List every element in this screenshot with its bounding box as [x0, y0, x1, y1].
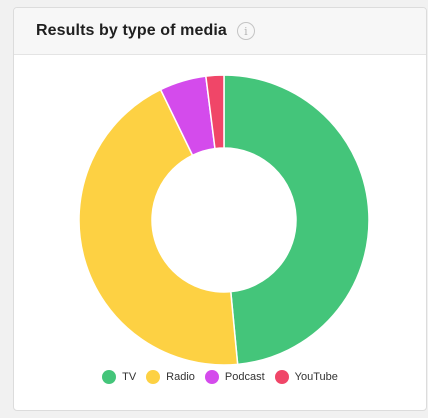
legend-swatch	[146, 370, 161, 384]
donut-chart	[78, 74, 370, 366]
legend-item-radio[interactable]: Radio	[146, 370, 195, 384]
legend-swatch	[204, 370, 219, 384]
legend-label: TV	[122, 371, 137, 383]
media-results-card: Results by type of media i TV Radio Podcas…	[13, 7, 427, 411]
legend-item-tv[interactable]: TV	[102, 370, 136, 384]
chart-legend: TV Radio Podcast YouTube	[14, 370, 426, 384]
legend-label: Radio	[166, 371, 195, 383]
legend-item-podcast[interactable]: Podcast	[204, 370, 265, 384]
slice-tv[interactable]	[223, 74, 370, 366]
slice-youtube[interactable]	[204, 74, 225, 150]
legend-label: YouTube	[294, 371, 338, 383]
legend-label: Podcast	[224, 371, 265, 383]
card-header: Results by type of media i	[14, 8, 426, 55]
slice-radio[interactable]	[78, 88, 239, 366]
legend-swatch	[102, 370, 117, 384]
info-icon[interactable]: i	[236, 22, 255, 40]
card-title: Results by type of media	[36, 22, 227, 39]
legend-swatch	[274, 370, 289, 384]
legend-item-youtube[interactable]: YouTube	[274, 370, 338, 384]
